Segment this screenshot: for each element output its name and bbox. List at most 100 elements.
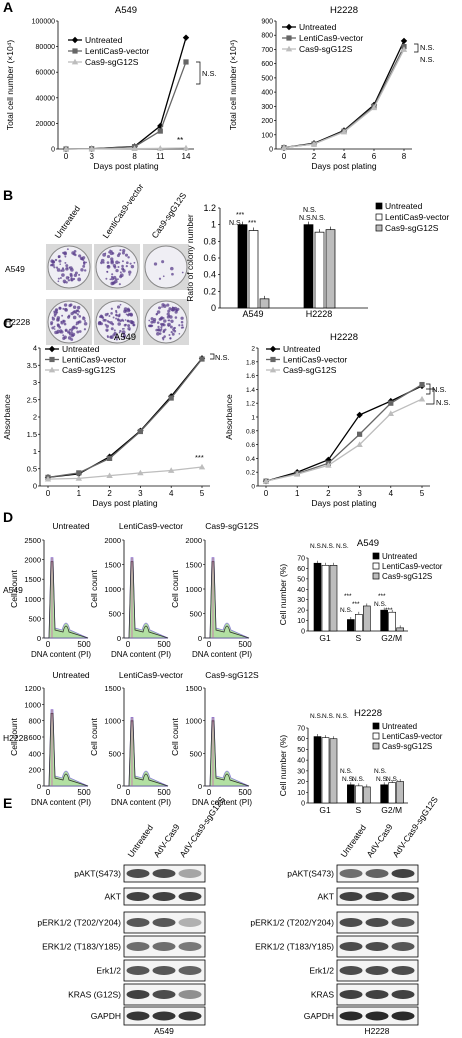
colony: [110, 250, 113, 253]
legend-label: Cas9-sgG12S: [299, 44, 353, 54]
colony: [72, 310, 76, 314]
colony: [53, 314, 57, 317]
colony: [58, 259, 62, 263]
y-tick-label: 500: [108, 610, 121, 619]
histogram-peak: [44, 709, 89, 787]
colony: [160, 326, 163, 329]
blot-band: [365, 942, 389, 951]
blot-band: [391, 1011, 415, 1021]
colony: [169, 325, 173, 329]
colony: [70, 331, 73, 334]
western-blots: UntreatedAdV-Cas9AdV-Cas9-sgG12SpAKT(S47…: [37, 794, 440, 1036]
colony: [156, 332, 160, 336]
legend-label: Untreated: [382, 552, 417, 561]
colony: [113, 331, 117, 335]
colony: [78, 273, 81, 276]
bar: [347, 784, 355, 804]
colony: [121, 318, 124, 322]
y-tick-label: 20: [297, 608, 305, 615]
y-tick-label: 1000: [24, 595, 41, 604]
colony: [71, 332, 76, 337]
colony: [161, 303, 165, 307]
y-tick-label: 0: [269, 147, 273, 154]
colony: [60, 330, 64, 334]
chart-d-a549: 0 10 20 30 40 50 60 70 Cell number (%) A549 G1 S G2/…: [278, 538, 443, 643]
colony: [119, 329, 122, 333]
colony: [77, 277, 82, 282]
y-tick-label: 1000: [185, 585, 202, 594]
ns-annotation: N.S.: [420, 55, 435, 64]
x-tick-label: A549: [242, 309, 263, 319]
colony: [115, 338, 118, 341]
ns-annotation: N.S.: [374, 601, 387, 608]
y-axis-title: Cell count: [170, 569, 180, 607]
blot-band: [178, 990, 202, 999]
blot-band: [391, 966, 415, 975]
colony: [111, 273, 114, 276]
ns-annotation: N.S.: [312, 215, 326, 222]
histogram-peak: [205, 717, 250, 787]
colony: [76, 305, 81, 310]
legend-label: Cas9-sgG12S: [382, 742, 432, 751]
y-tick-label: 40: [297, 758, 305, 765]
ns-annotation: N.S.: [215, 353, 230, 362]
blot-row-label: pAKT(S473): [74, 869, 121, 879]
blot-row-label: KRAS: [311, 990, 334, 1000]
data-point: [387, 410, 394, 416]
colony: [59, 277, 62, 280]
legend-marker: [71, 58, 79, 65]
colony: [168, 333, 171, 336]
colony: [78, 310, 80, 313]
y-tick-label: 0: [37, 782, 41, 791]
blot-row-label: ERK1/2 (T183/Y185): [255, 942, 334, 952]
colony: [82, 316, 85, 319]
blot-band: [365, 869, 389, 878]
colony: [63, 251, 67, 255]
data-point: [262, 477, 270, 484]
colony: [171, 272, 174, 276]
colony: [167, 322, 171, 327]
x-tick-label: 2: [107, 489, 112, 498]
colony: [67, 314, 71, 318]
y-tick-label: 70: [297, 556, 305, 563]
legend-label: LentiCas9-vector: [283, 355, 347, 365]
y-tick-label: 2000: [24, 556, 41, 565]
colony: [115, 260, 119, 265]
histogram-column-label: Untreated: [52, 670, 90, 680]
y-tick-label: 40: [297, 587, 305, 594]
colony: [100, 261, 103, 265]
legend-swatch: [375, 224, 383, 232]
colony: [62, 307, 65, 310]
colony: [171, 332, 175, 336]
chart-b-colony-ratio: 0 0.2 0.4 0.6 0.8 1 1.2 Ratio of colony number A…: [185, 201, 449, 319]
legend-marker: [49, 356, 55, 363]
colony: [78, 315, 82, 318]
colony: [60, 270, 63, 272]
histogram-column-label: Untreated: [52, 521, 90, 531]
significance-stars: ***: [236, 212, 244, 219]
colony: [55, 309, 58, 312]
colony: [121, 264, 124, 268]
x-axis-title: DNA content (PI): [111, 650, 171, 659]
colony: [76, 313, 80, 316]
colony: [63, 303, 68, 307]
bar: [380, 784, 388, 804]
significance-stars: ***: [195, 453, 204, 462]
colony: [51, 263, 54, 266]
blot-row-label: AKT: [104, 892, 121, 902]
colony: [117, 278, 119, 281]
blot-band: [339, 990, 363, 999]
y-tick-label: 1.5: [27, 430, 37, 439]
x-tick-label: 4: [389, 489, 394, 498]
ns-annotation: N.S.: [340, 768, 353, 775]
legend-marker: [285, 23, 293, 31]
y-axis-title: Total cell number (×10⁴): [228, 40, 238, 131]
panel-label-d: D: [3, 509, 13, 525]
y-tick-label: 0: [117, 634, 121, 643]
blot-band: [391, 869, 415, 878]
y-tick-label: 2500: [24, 536, 41, 545]
flow-histograms: Untreated Untreated LentiCas9-vector LentiC…: [3, 521, 259, 807]
legend-label: Cas9-sgG12S: [62, 365, 116, 375]
y-tick-label: 10: [297, 790, 305, 797]
bar: [363, 605, 371, 632]
